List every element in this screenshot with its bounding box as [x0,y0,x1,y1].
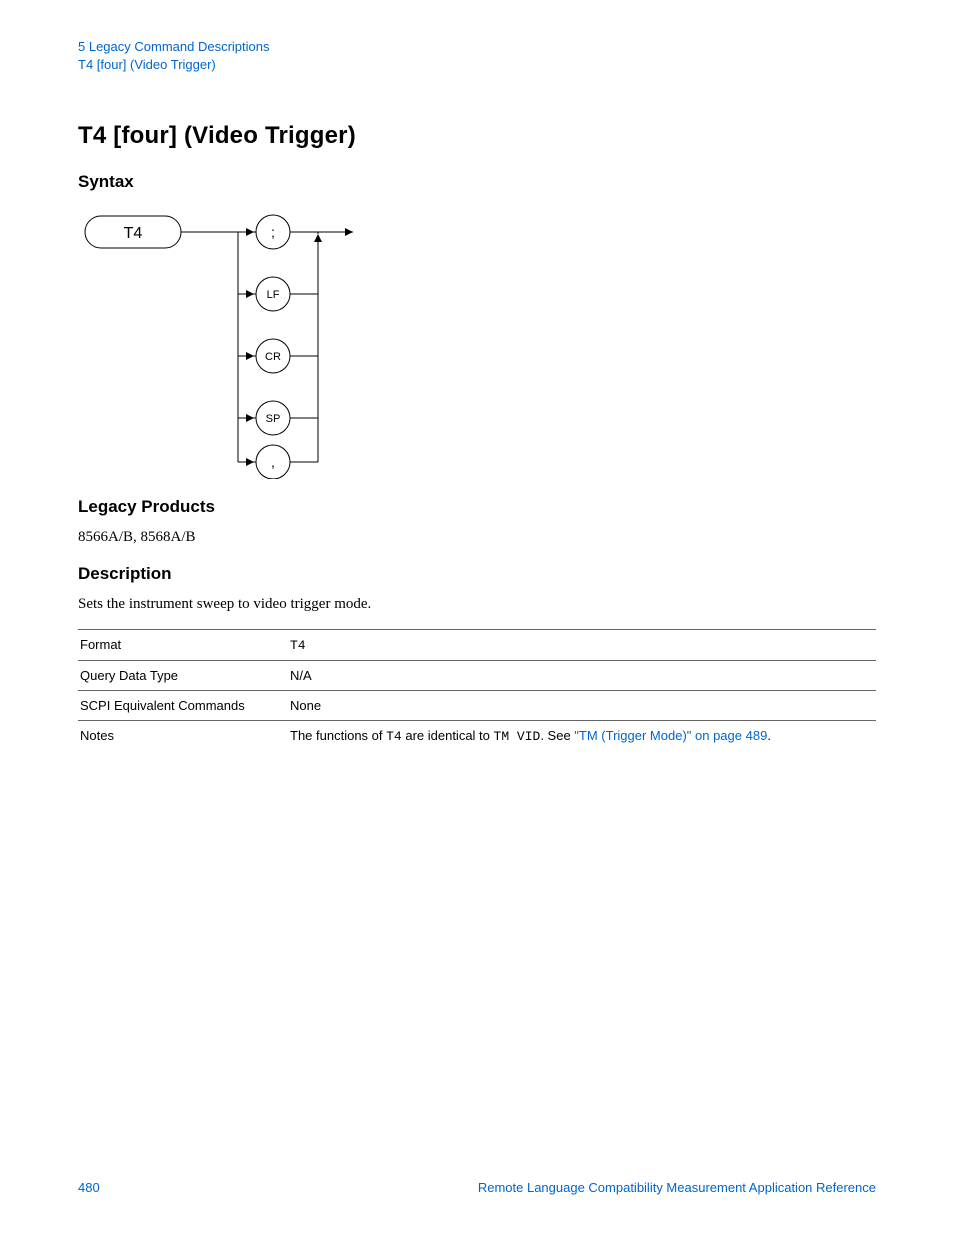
doc-title-footer: Remote Language Compatibility Measuremen… [478,1180,876,1195]
svg-text:SP: SP [266,413,281,425]
row-label: Notes [78,721,288,752]
section-heading-syntax: Syntax [78,172,876,192]
page-footer: 480 Remote Language Compatibility Measur… [78,1180,876,1195]
page-header: 5 Legacy Command Descriptions T4 [four] … [78,38,876,74]
row-label: Query Data Type [78,661,288,691]
row-label: Format [78,630,288,661]
table-row: Format T4 [78,630,876,661]
format-value: T4 [290,638,306,653]
svg-text:;: ; [271,224,275,240]
breadcrumb-topic[interactable]: T4 [four] (Video Trigger) [78,56,876,74]
section-heading-legacy: Legacy Products [78,497,876,517]
legacy-products-text: 8566A/B, 8568A/B [78,529,876,546]
notes-crossref-link[interactable]: "TM (Trigger Mode)" on page 489 [574,728,767,743]
notes-text: . [767,728,771,743]
svg-text:CR: CR [265,351,281,363]
svg-text:T4: T4 [124,225,143,242]
notes-mono: T4 [386,729,402,744]
table-row: Query Data Type N/A [78,661,876,691]
page-title: T4 [four] (Video Trigger) [78,122,876,150]
notes-text: are identical to [402,728,494,743]
table-row: Notes The functions of T4 are identical … [78,721,876,752]
section-heading-description: Description [78,564,876,584]
svg-text:,: , [271,454,275,470]
row-label: SCPI Equivalent Commands [78,691,288,721]
row-value: T4 [288,630,876,661]
row-value: N/A [288,661,876,691]
svg-text:LF: LF [267,289,280,301]
table-row: SCPI Equivalent Commands None [78,691,876,721]
notes-text: . See [540,728,574,743]
row-value: The functions of T4 are identical to TM … [288,721,876,752]
syntax-diagram-svg: T4; LF CR SP, [78,204,358,479]
row-value: None [288,691,876,721]
notes-mono: TM VID [494,729,541,744]
syntax-railroad-diagram: T4; LF CR SP, [78,204,876,479]
command-info-table: Format T4 Query Data Type N/A SCPI Equiv… [78,629,876,751]
page-number: 480 [78,1180,100,1195]
breadcrumb-chapter[interactable]: 5 Legacy Command Descriptions [78,38,876,56]
notes-text: The functions of [290,728,386,743]
description-text: Sets the instrument sweep to video trigg… [78,596,876,613]
